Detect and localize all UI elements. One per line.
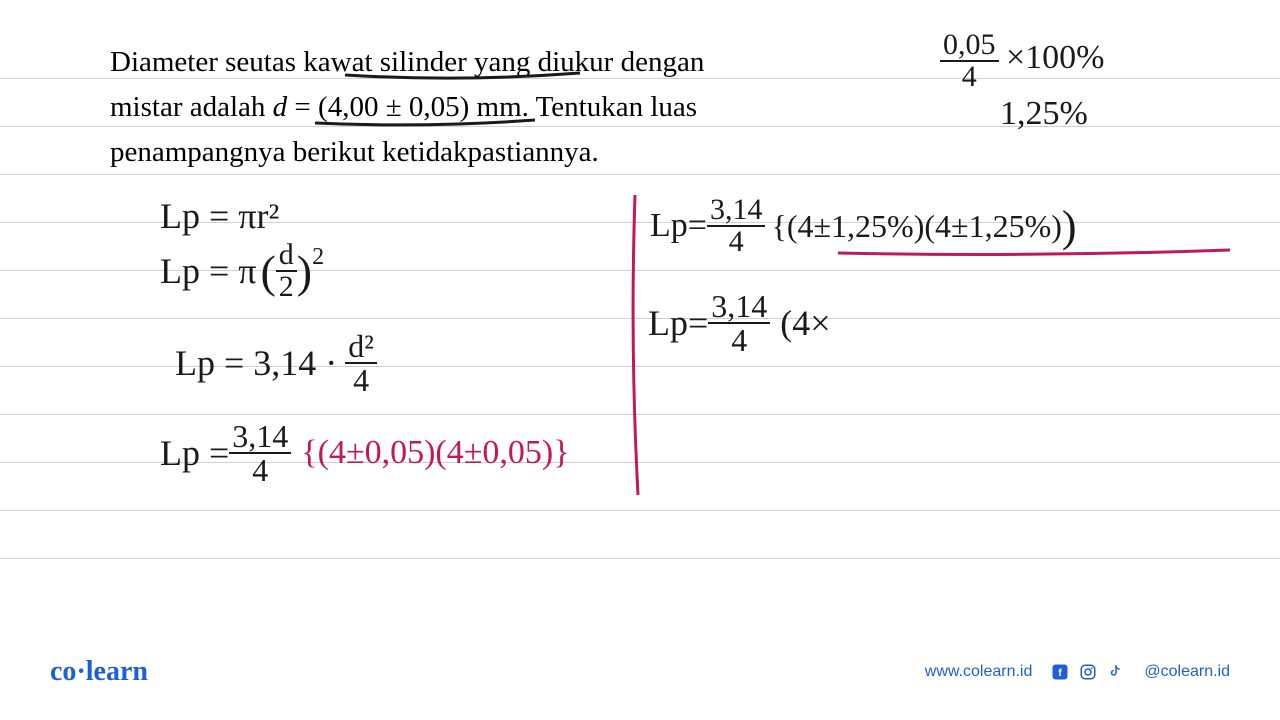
formula-prefix: Lp = — [160, 432, 229, 474]
times-hundred-percent: ×100% — [1006, 39, 1105, 76]
problem-text-part: = — [287, 91, 318, 123]
colearn-logo: co·learn — [50, 656, 148, 688]
fraction-314-over-4: 3,14 4 — [708, 290, 770, 356]
substituted-values: {(4±0,05)(4±0,05)} — [301, 434, 569, 472]
fraction-uncertainty: 0,05 4 — [940, 30, 999, 92]
instagram-icon — [1078, 662, 1098, 682]
fraction-numerator: d — [276, 240, 297, 272]
problem-text-part: mm. Tentukan luas — [469, 91, 697, 123]
fraction-d2-over-4: d² 4 — [345, 330, 377, 396]
fraction-denominator: 4 — [350, 364, 372, 396]
formula-prefix: Lp= — [650, 207, 707, 245]
fraction-numerator: d² — [345, 330, 377, 364]
fraction-numerator: 0,05 — [940, 30, 999, 62]
work-divider — [620, 190, 650, 500]
fraction-314-over-4: 3,14 4 — [229, 420, 291, 486]
fraction-d-over-2: d 2 — [276, 240, 297, 302]
fraction-denominator: 2 — [276, 272, 297, 302]
work-left-line4: Lp = 3,14 4 {(4±0,05)(4±0,05)} — [160, 420, 570, 486]
problem-text-part: yang diukur dengan — [467, 46, 705, 78]
formula-prefix: Lp= — [648, 302, 708, 344]
paren-open: ( — [260, 245, 275, 298]
svg-text:f: f — [1059, 667, 1063, 679]
fraction-denominator: 4 — [728, 324, 750, 356]
annotation-percentage-calc: 0,05 4 ×100% — [940, 30, 1105, 92]
problem-measurement-value: (4,00 ± 0,05) — [318, 91, 469, 123]
problem-line-1: Diameter seutas kawat silinder yang diuk… — [110, 40, 930, 85]
problem-statement: Diameter seutas kawat silinder yang diuk… — [110, 40, 930, 175]
work-left-line1: Lp = πr² — [160, 195, 279, 237]
fraction-denominator: 4 — [249, 454, 271, 486]
tiktok-icon — [1106, 662, 1126, 682]
facebook-icon: f — [1050, 662, 1070, 682]
exponent-2: 2 — [312, 244, 324, 271]
social-handle: @colearn.id — [1144, 663, 1230, 681]
logo-co: co — [50, 656, 76, 687]
footer-right: www.colearn.id f @colearn.id — [925, 662, 1230, 682]
work-left-line3: Lp = 3,14 · d² 4 — [175, 330, 377, 396]
social-icons: f — [1050, 662, 1126, 682]
formula-prefix: Lp = π — [160, 250, 256, 292]
fraction-314-over-4: 3,14 4 — [707, 195, 766, 257]
footer: co·learn www.colearn.id f @colearn.id — [0, 652, 1280, 692]
red-underline — [835, 245, 1235, 265]
percentage-expression: {(4±1,25%)(4±1,25%) — [771, 208, 1061, 245]
formula-prefix: Lp = 3,14 · — [175, 342, 337, 384]
problem-text-part: Diameter seutas ka — [110, 46, 331, 78]
problem-variable-d: d — [273, 91, 288, 123]
annotation-percentage-result: 1,25% — [1000, 95, 1088, 133]
fraction-denominator: 4 — [726, 227, 747, 257]
work-left-line2: Lp = π ( d 2 ) 2 — [160, 240, 324, 302]
problem-text-part: mistar adalah — [110, 91, 273, 123]
paren-close: ) — [1062, 201, 1077, 252]
logo-learn: learn — [86, 656, 148, 687]
fraction-numerator: 3,14 — [707, 195, 766, 227]
problem-line-2: mistar adalah d = (4,00 ± 0,05) mm. Tent… — [110, 85, 930, 130]
problem-line-3: penampangnya berikut ketidakpastiannya. — [110, 130, 930, 175]
paren-close: ) — [297, 245, 312, 298]
partial-expression: (4× — [780, 302, 830, 344]
logo-dot: · — [76, 656, 85, 687]
fraction-numerator: 3,14 — [229, 420, 291, 454]
website-url: www.colearn.id — [925, 663, 1033, 681]
fraction-numerator: 3,14 — [708, 290, 770, 324]
work-right-line2: Lp= 3,14 4 (4× — [648, 290, 831, 356]
problem-text-underlined: wat silinder — [331, 46, 467, 78]
fraction-denominator: 4 — [959, 62, 980, 92]
